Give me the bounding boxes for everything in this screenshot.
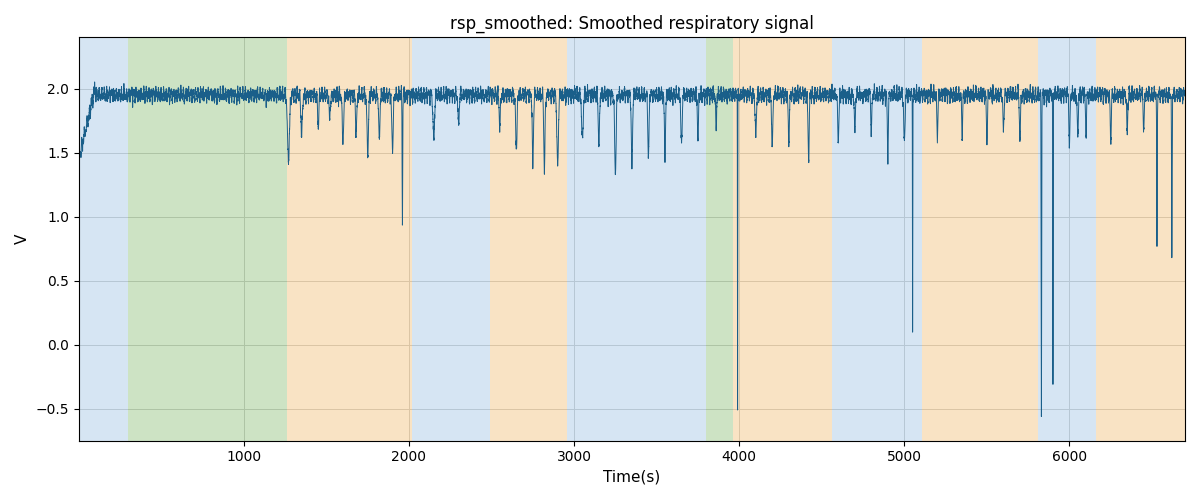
Bar (128, 38, 287, 440)
Bar (287, 38, 413, 440)
Bar (490, 38, 568, 440)
Bar (1038, 38, 1096, 440)
X-axis label: Time(s): Time(s) (604, 470, 660, 485)
Bar (79, 38, 128, 440)
Bar (1096, 38, 1186, 440)
Bar (923, 38, 1038, 440)
Bar (832, 38, 923, 440)
Bar (733, 38, 832, 440)
Title: rsp_smoothed: Smoothed respiratory signal: rsp_smoothed: Smoothed respiratory signa… (450, 15, 814, 34)
Y-axis label: V: V (14, 234, 30, 244)
Bar (413, 38, 490, 440)
Bar (706, 38, 733, 440)
Bar (568, 38, 706, 440)
